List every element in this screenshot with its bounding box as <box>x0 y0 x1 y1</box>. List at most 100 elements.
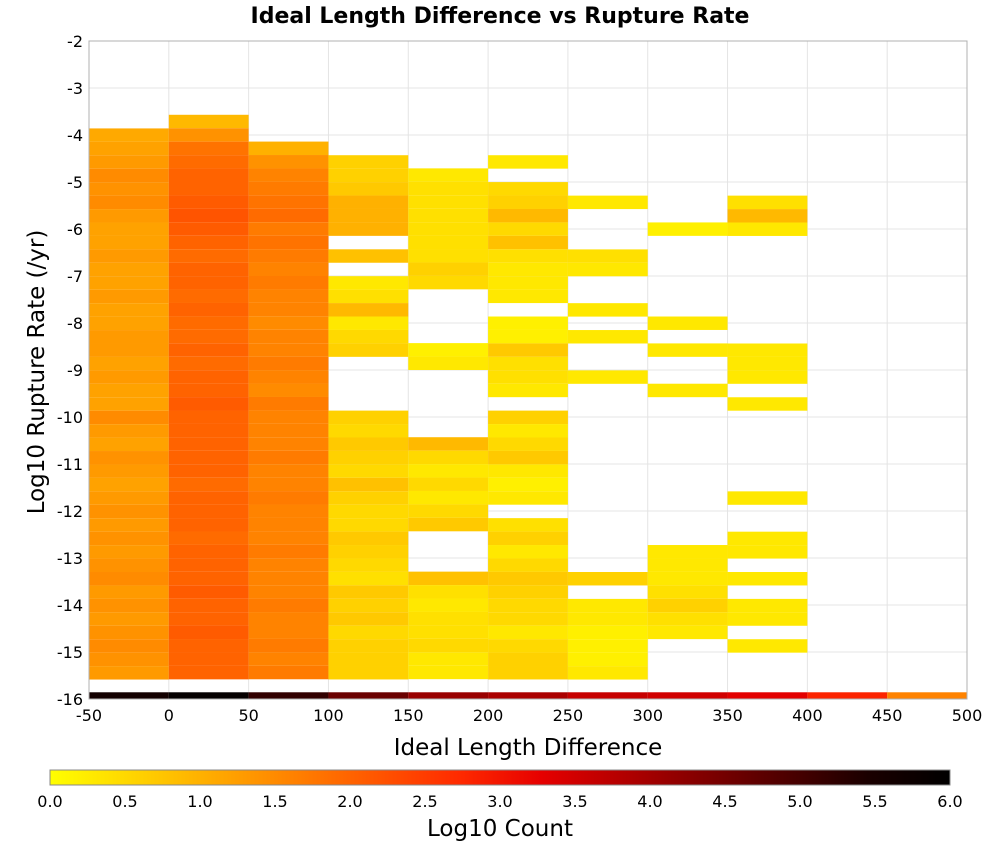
heatmap-cell <box>168 531 249 545</box>
heatmap-cell <box>647 625 728 640</box>
heatmap-cell <box>408 611 489 626</box>
heatmap-cell <box>328 343 409 357</box>
heatmap-cell <box>328 195 409 209</box>
heatmap-cell <box>567 639 648 653</box>
heatmap-cell <box>89 491 169 505</box>
heatmap-cell <box>168 168 249 182</box>
y-axis-ticks: -2 -3 -4 -5 -6 -7 -8 -9 -10 -11 -12 -13 -14 -15 -16 <box>57 32 83 709</box>
x-tick-label: 350 <box>712 706 743 725</box>
heatmap-cell <box>408 222 489 236</box>
heatmap-cell <box>168 182 249 196</box>
colorbar-tick-label: 1.0 <box>187 792 212 811</box>
heatmap-cell <box>248 249 329 263</box>
heatmap-cell <box>89 464 169 478</box>
heatmap-cell <box>168 222 249 236</box>
heatmap-cell <box>567 330 648 344</box>
y-tick-label: -15 <box>57 643 83 662</box>
heatmap-cell <box>328 155 409 169</box>
heatmap-cell <box>488 491 568 505</box>
heatmap-cell <box>168 114 249 129</box>
y-tick-label: -11 <box>57 455 83 474</box>
heatmap-cell <box>488 666 568 680</box>
heatmap-cell <box>727 209 808 223</box>
heatmap-cell <box>89 303 169 317</box>
heatmap-cell <box>168 450 249 465</box>
heatmap-cell <box>488 518 568 532</box>
heatmap-cell <box>408 638 489 653</box>
heatmap-cell <box>89 531 169 546</box>
heatmap-cell <box>248 612 329 626</box>
colorbar-label: Log10 Count <box>427 816 573 842</box>
heatmap-cell <box>328 491 409 505</box>
heatmap-cell-bottom-row <box>807 692 888 699</box>
heatmap-cell <box>168 195 249 209</box>
heatmap-cell <box>89 128 169 142</box>
heatmap-cell <box>89 652 169 667</box>
heatmap-cell <box>248 289 329 303</box>
heatmap-cell <box>89 370 169 384</box>
y-tick-label: -13 <box>57 549 83 568</box>
heatmap-cell <box>727 598 808 613</box>
y-tick-label: -8 <box>67 314 83 333</box>
heatmap-cell <box>168 491 249 505</box>
colorbar-tick-label: 4.0 <box>637 792 662 811</box>
x-tick-label: 0 <box>164 706 174 725</box>
heatmap-cell <box>488 249 568 263</box>
heatmap-cell <box>168 128 249 142</box>
y-tick-label: -16 <box>57 690 83 709</box>
heatmap-cell <box>89 195 169 210</box>
heatmap-cell <box>248 638 329 653</box>
heatmap-cell <box>727 531 808 546</box>
heatmap-cell <box>89 330 169 344</box>
heatmap-cell <box>89 424 169 438</box>
heatmap-cell <box>168 249 249 263</box>
heatmap-cell <box>168 504 249 519</box>
heatmap-cell <box>328 276 409 290</box>
heatmap-cell <box>89 410 169 425</box>
heatmap-cell-bottom-row <box>328 692 409 699</box>
heatmap-cell <box>89 343 169 357</box>
heatmap-cell <box>248 302 329 317</box>
y-tick-label: -6 <box>67 220 83 239</box>
heatmap-cell <box>328 303 409 317</box>
heatmap-cell <box>328 410 409 425</box>
colorbar-tick-label: 4.5 <box>712 792 737 811</box>
heatmap-cell-bottom-row <box>89 692 169 699</box>
heatmap-cell <box>89 625 169 640</box>
heatmap-cell <box>89 558 169 573</box>
colorbar-ticks: 0.0 0.5 1.0 1.5 2.0 2.5 3.0 3.5 4.0 4.5 5.0 5.5 6.0 <box>37 792 962 811</box>
heatmap-cell <box>727 612 808 626</box>
heatmap-cell <box>408 235 489 250</box>
heatmap-cell <box>89 356 169 371</box>
heatmap-cell <box>567 598 648 613</box>
y-tick-label: -12 <box>57 502 83 521</box>
plot-frame <box>88 40 968 700</box>
y-tick-label: -10 <box>57 408 83 427</box>
heatmap-cell <box>89 397 169 411</box>
y-axis-label: Log10 Rupture Rate (/yr) <box>24 230 50 515</box>
heatmap-cell <box>248 652 329 666</box>
heatmap-cell-bottom-row <box>887 692 967 699</box>
heatmap-cell <box>248 356 329 371</box>
heatmap-cell <box>488 356 568 371</box>
heatmap-cell <box>408 195 489 209</box>
heatmap-cell <box>89 168 169 183</box>
heatmap-cell-bottom-row <box>168 692 249 699</box>
heatmap-cell <box>168 397 249 411</box>
heatmap-cell <box>248 517 329 532</box>
heatmap-cell <box>89 572 169 586</box>
heatmap-cell <box>168 477 249 492</box>
heatmap-cell <box>328 612 409 626</box>
heatmap-cell <box>727 397 808 411</box>
heatmap-cell <box>168 155 249 169</box>
heatmap-cell <box>488 276 568 290</box>
heatmap-cell <box>248 329 329 344</box>
y-tick-label: -2 <box>67 32 83 51</box>
heatmap-cell <box>408 652 489 666</box>
heatmap-cell <box>488 450 568 465</box>
heatmap-cell <box>647 545 728 559</box>
heatmap-cell <box>488 639 568 653</box>
heatmap-cell <box>248 450 329 465</box>
heatmap-cell <box>408 464 489 478</box>
heatmap-cell <box>567 625 648 640</box>
